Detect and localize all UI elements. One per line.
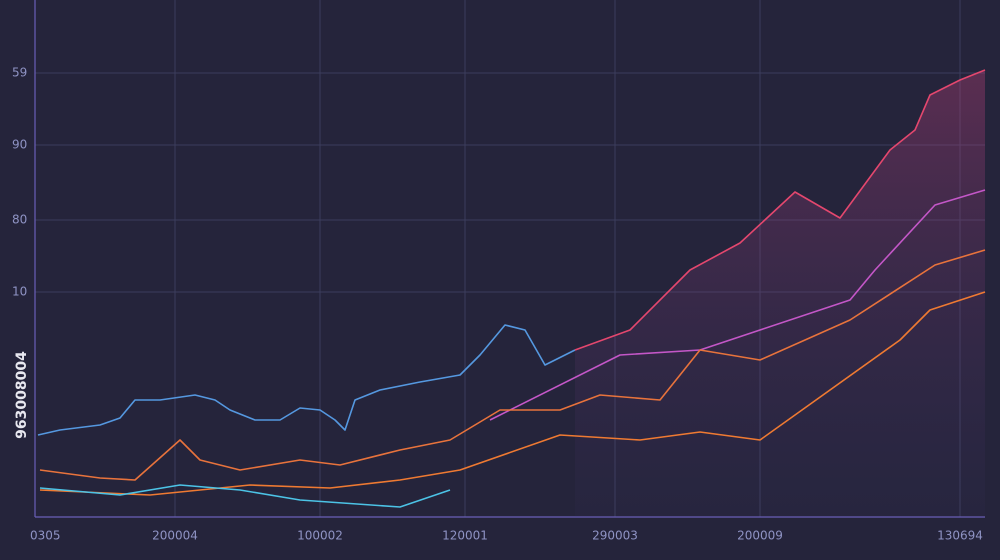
- x-tick-label: 200009: [737, 529, 783, 543]
- line: [39, 291, 986, 496]
- line: [39, 249, 986, 481]
- x-tick-label: 200004: [152, 529, 198, 543]
- y-tick-label: 90: [12, 138, 27, 152]
- x-tick-label: 130694: [937, 529, 983, 543]
- line: [489, 189, 986, 421]
- line: [37, 324, 576, 436]
- line: [39, 484, 451, 508]
- y-tick-label: 59: [12, 66, 27, 80]
- y-tick-label: 10: [12, 285, 27, 299]
- x-tick-label: 100002: [297, 529, 343, 543]
- x-tick-label: 120001: [442, 529, 488, 543]
- y-tick-label: 80: [12, 213, 27, 227]
- area: [575, 70, 985, 517]
- x-tick-label: 0305: [30, 529, 61, 543]
- watermark-id: 963008004: [14, 351, 30, 439]
- line: [574, 69, 986, 351]
- x-tick-label: 290003: [592, 529, 638, 543]
